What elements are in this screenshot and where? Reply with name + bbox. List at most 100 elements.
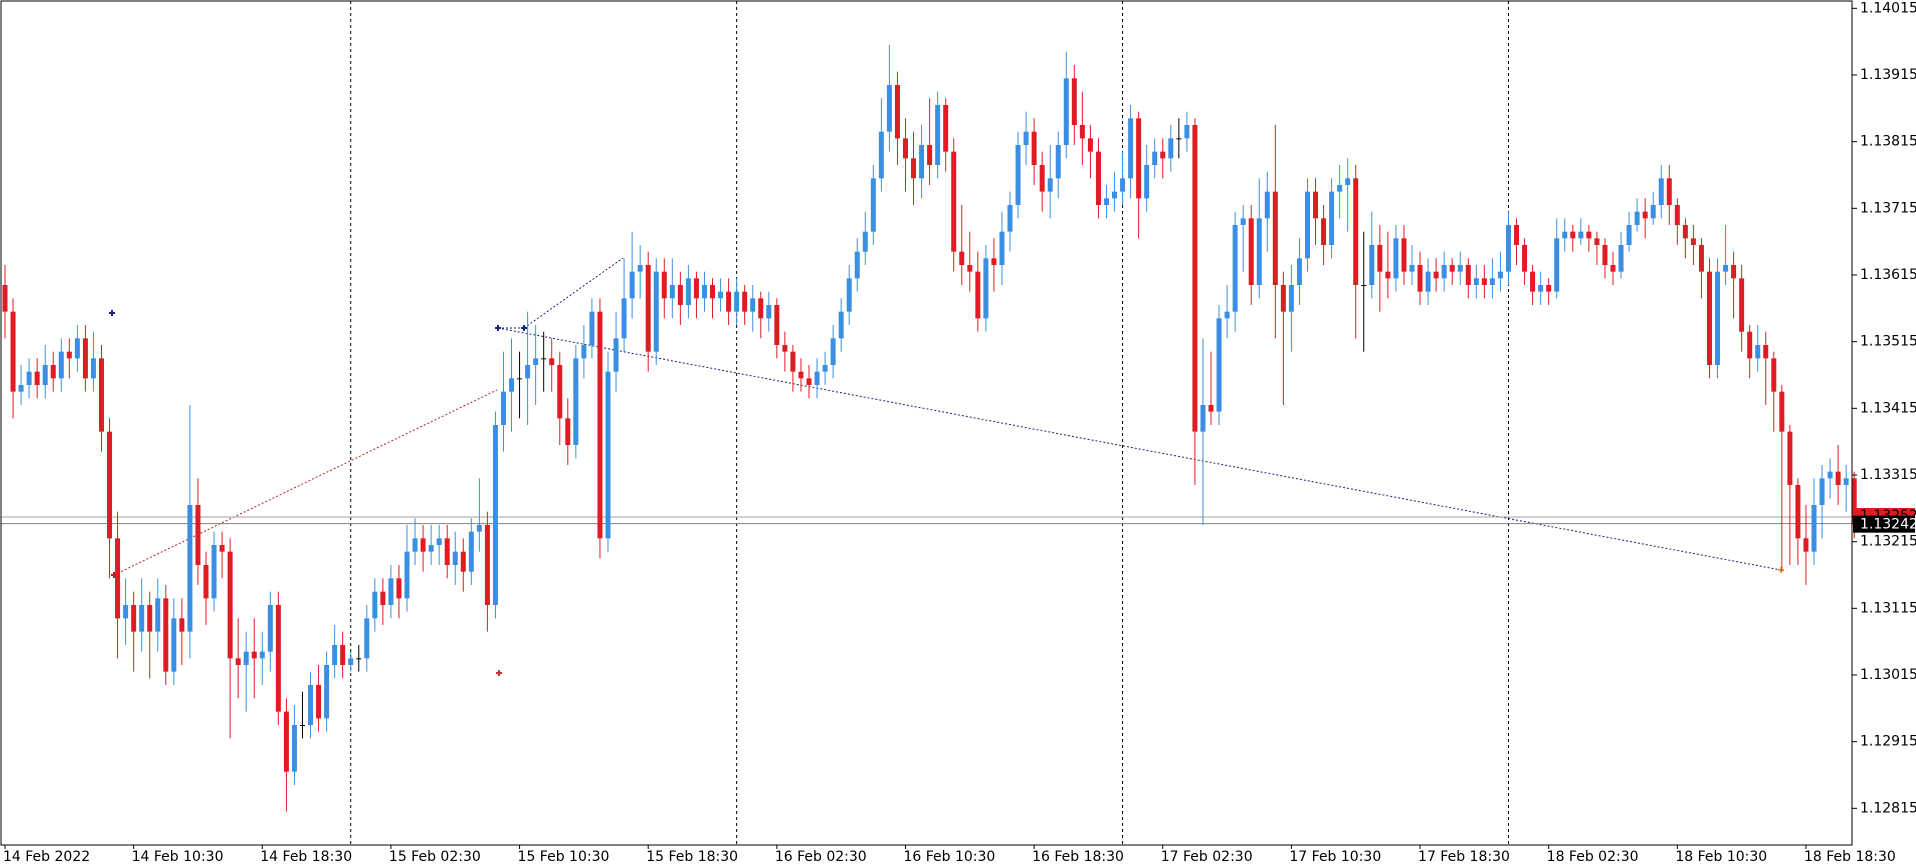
candle-body: [1184, 125, 1190, 139]
candle-body: [1256, 218, 1262, 285]
candle-body: [838, 311, 844, 339]
candle-body: [1739, 278, 1745, 332]
candle-body: [308, 685, 314, 725]
candle-body: [581, 345, 587, 359]
candle-body: [1481, 278, 1487, 285]
candle-body: [74, 338, 80, 359]
candle-body: [1763, 345, 1769, 359]
candle-body: [959, 251, 965, 265]
candle-body: [1337, 185, 1343, 192]
candle-body: [846, 278, 852, 312]
candle-body: [1232, 225, 1238, 312]
candle-body: [1851, 478, 1857, 525]
chart-objects: [109, 257, 1784, 676]
candle-body: [693, 278, 699, 299]
x-tick-label: 17 Feb 02:30: [1161, 849, 1253, 865]
candle-body: [1353, 178, 1359, 285]
candle-body: [1216, 318, 1222, 412]
candle-body: [1562, 231, 1568, 239]
candle-body: [935, 105, 941, 165]
candle-body: [2, 285, 8, 312]
candle-body: [380, 591, 386, 605]
candle-body: [452, 551, 458, 565]
candle-body: [1682, 225, 1688, 239]
candle-body: [1546, 285, 1552, 292]
marker: [1778, 567, 1784, 573]
candle-body: [525, 365, 531, 379]
candle-body: [1224, 311, 1230, 319]
candle-body: [1650, 205, 1656, 219]
y-tick-label: 1.13515: [1860, 334, 1916, 350]
y-tick-label: 1.13715: [1860, 200, 1916, 216]
candle-body: [1779, 391, 1785, 432]
candle-body: [983, 258, 989, 319]
candle-body: [669, 285, 675, 299]
candle-body: [927, 145, 933, 165]
candle-body: [613, 338, 619, 372]
candle-body: [98, 358, 104, 432]
candle-body: [1007, 205, 1013, 232]
candle-body: [123, 605, 129, 619]
candle-body: [774, 305, 780, 345]
candle-body: [1771, 358, 1777, 392]
candle-body: [1827, 471, 1833, 479]
candle-body: [1618, 245, 1624, 272]
candle-body: [886, 85, 892, 132]
candle-body: [1489, 278, 1495, 285]
y-tick-label: 1.12815: [1860, 800, 1916, 816]
candle-body: [107, 431, 113, 539]
candle-body: [557, 365, 563, 419]
candle-body: [653, 271, 659, 352]
candle-body: [1787, 431, 1793, 485]
candle-body: [1457, 265, 1463, 272]
candle-body: [187, 505, 193, 632]
candle-body: [1747, 331, 1753, 359]
y-tick-label: 1.13615: [1860, 267, 1916, 283]
trend-line: [523, 257, 624, 329]
candle-body: [171, 618, 177, 672]
candle-body: [1200, 405, 1206, 432]
candle-body: [1248, 218, 1254, 285]
candle-body: [1272, 191, 1278, 285]
candle-body: [1658, 178, 1664, 205]
x-tick-label: 15 Feb 18:30: [646, 849, 738, 865]
candle-body: [533, 358, 539, 365]
candle-body: [822, 365, 828, 372]
candle-body: [541, 358, 547, 360]
candle-body: [597, 311, 603, 539]
candle-body: [1642, 211, 1648, 219]
candle-body: [227, 551, 233, 659]
candle-body: [766, 305, 772, 319]
candle-body: [1433, 271, 1439, 279]
candle-body: [589, 311, 595, 345]
x-tick-label: 18 Feb 18:30: [1804, 849, 1896, 865]
candle-body: [943, 105, 949, 152]
candle-body: [1610, 265, 1616, 272]
candle-body: [131, 605, 137, 632]
y-tick-label: 1.12915: [1860, 734, 1916, 750]
candle-body: [1152, 151, 1158, 165]
candle-body: [911, 158, 917, 179]
candle-body: [1304, 191, 1310, 259]
candle-body: [1208, 405, 1214, 412]
candle-body: [66, 351, 72, 359]
candle-body: [999, 231, 1005, 265]
candle-body: [854, 251, 860, 279]
candle-body: [1819, 478, 1825, 505]
candle-body: [1192, 125, 1198, 432]
y-tick-label: 1.13215: [1860, 534, 1916, 550]
x-tick-label: 14 Feb 10:30: [132, 849, 224, 865]
trend-line: [113, 389, 498, 576]
candle-body: [629, 271, 635, 299]
bid-label: 1.13242: [1860, 517, 1916, 533]
candle-body: [1079, 125, 1085, 139]
candle-body: [517, 378, 523, 380]
candle-body: [1530, 271, 1536, 292]
candle-body: [1280, 285, 1286, 312]
marker: [495, 325, 501, 331]
candle-body: [830, 338, 836, 365]
candle-body: [1345, 178, 1351, 185]
candle-body: [364, 618, 370, 659]
